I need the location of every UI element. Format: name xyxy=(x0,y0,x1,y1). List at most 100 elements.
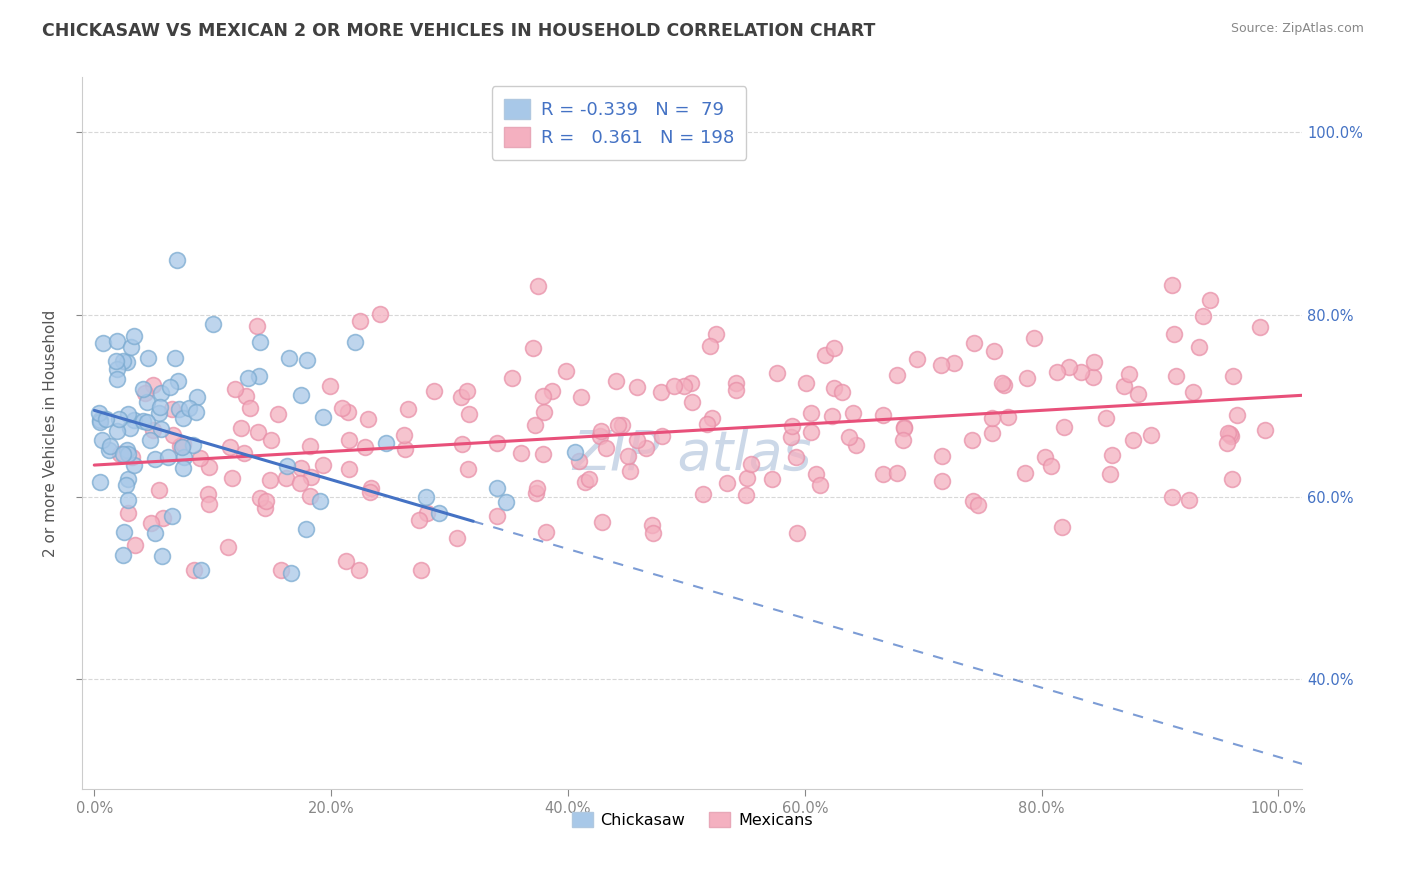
Point xyxy=(531,446,554,460)
Point xyxy=(115,355,138,369)
Point xyxy=(288,475,311,490)
Point xyxy=(112,524,135,539)
Point xyxy=(298,490,321,504)
Point xyxy=(931,474,953,488)
Point xyxy=(983,344,1005,359)
Point xyxy=(526,481,548,495)
Point xyxy=(681,395,703,409)
Point xyxy=(159,380,181,394)
Point xyxy=(270,563,292,577)
Point xyxy=(1254,423,1277,437)
Point xyxy=(149,422,172,436)
Point xyxy=(673,379,696,393)
Point xyxy=(260,433,283,447)
Point xyxy=(641,525,664,540)
Point xyxy=(108,447,131,461)
Point xyxy=(1070,365,1092,379)
Point xyxy=(486,436,509,450)
Point xyxy=(337,434,360,448)
Point xyxy=(132,382,155,396)
Point xyxy=(1226,408,1249,422)
Point xyxy=(650,384,672,399)
Point xyxy=(526,486,548,500)
Point xyxy=(111,549,134,563)
Point xyxy=(524,417,547,432)
Point xyxy=(337,462,360,476)
Point xyxy=(814,348,837,362)
Point xyxy=(105,424,128,438)
Point xyxy=(142,423,165,437)
Point xyxy=(343,334,366,349)
Point xyxy=(111,354,134,368)
Point xyxy=(150,549,173,563)
Point xyxy=(152,510,174,524)
Point xyxy=(555,364,578,378)
Point xyxy=(416,506,439,520)
Point xyxy=(166,374,188,388)
Point xyxy=(980,425,1002,440)
Point xyxy=(456,384,478,399)
Point xyxy=(217,540,239,554)
Point xyxy=(170,440,193,454)
Point xyxy=(375,436,398,450)
Point xyxy=(148,406,170,420)
Point xyxy=(124,539,146,553)
Point xyxy=(591,515,613,529)
Point xyxy=(139,433,162,447)
Point xyxy=(1053,420,1076,434)
Point xyxy=(704,327,727,342)
Point xyxy=(450,390,472,404)
Point xyxy=(533,405,555,419)
Point xyxy=(617,450,640,464)
Point xyxy=(662,379,685,393)
Point xyxy=(115,442,138,457)
Point xyxy=(143,452,166,467)
Point xyxy=(569,390,592,404)
Point xyxy=(831,384,853,399)
Point xyxy=(905,352,928,367)
Point xyxy=(761,472,783,486)
Point xyxy=(181,438,204,452)
Point xyxy=(132,414,155,428)
Point xyxy=(115,478,138,492)
Point xyxy=(259,473,281,487)
Point xyxy=(696,417,718,432)
Point xyxy=(247,368,270,383)
Point xyxy=(427,506,450,520)
Point xyxy=(148,483,170,497)
Point xyxy=(143,525,166,540)
Point xyxy=(485,481,508,495)
Point xyxy=(800,425,823,439)
Point xyxy=(495,494,517,508)
Point xyxy=(105,354,128,368)
Point xyxy=(249,491,271,505)
Point xyxy=(589,424,612,438)
Point xyxy=(1249,320,1271,334)
Point xyxy=(98,442,121,457)
Point xyxy=(224,382,246,396)
Point xyxy=(522,342,544,356)
Point xyxy=(960,433,983,447)
Point xyxy=(249,334,271,349)
Point xyxy=(786,526,808,541)
Point xyxy=(368,307,391,321)
Point xyxy=(172,460,194,475)
Point xyxy=(804,467,827,481)
Text: CHICKASAW VS MEXICAN 2 OR MORE VEHICLES IN HOUSEHOLD CORRELATION CHART: CHICKASAW VS MEXICAN 2 OR MORE VEHICLES … xyxy=(42,22,876,40)
Point xyxy=(141,516,163,531)
Point xyxy=(299,439,322,453)
Point xyxy=(1050,520,1073,534)
Point xyxy=(891,434,914,448)
Point xyxy=(702,411,724,425)
Point xyxy=(90,434,112,448)
Point xyxy=(186,390,208,404)
Point xyxy=(238,371,260,385)
Point xyxy=(290,388,312,402)
Point xyxy=(105,372,128,386)
Point xyxy=(235,389,257,403)
Point xyxy=(319,378,342,392)
Point xyxy=(117,447,139,461)
Point xyxy=(172,411,194,425)
Point xyxy=(641,517,664,532)
Point xyxy=(392,427,415,442)
